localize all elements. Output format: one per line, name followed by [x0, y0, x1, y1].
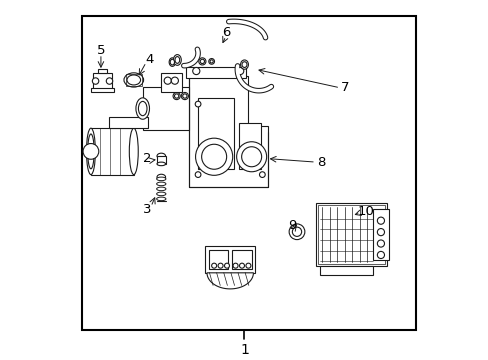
Ellipse shape — [129, 128, 138, 175]
Bar — [93, 73, 112, 89]
Bar — [319, 266, 372, 275]
Ellipse shape — [86, 128, 95, 175]
Bar — [185, 67, 245, 78]
Circle shape — [218, 263, 223, 268]
Bar — [160, 73, 182, 93]
Text: 1: 1 — [240, 343, 248, 357]
Bar — [82, 16, 415, 330]
Ellipse shape — [173, 93, 180, 100]
Text: 9: 9 — [288, 219, 296, 232]
Circle shape — [195, 101, 201, 107]
Bar — [91, 128, 134, 175]
Circle shape — [171, 77, 178, 84]
Circle shape — [288, 224, 304, 240]
Ellipse shape — [156, 177, 165, 181]
Circle shape — [224, 263, 229, 268]
Text: 2: 2 — [143, 152, 151, 165]
Circle shape — [192, 67, 200, 75]
Circle shape — [241, 147, 261, 167]
Bar — [157, 156, 165, 164]
Ellipse shape — [156, 192, 165, 196]
Circle shape — [236, 67, 244, 75]
Polygon shape — [189, 76, 267, 187]
Ellipse shape — [242, 62, 246, 67]
Circle shape — [164, 77, 171, 84]
Ellipse shape — [127, 75, 140, 85]
Bar — [91, 88, 114, 92]
Circle shape — [233, 263, 238, 268]
Circle shape — [92, 78, 99, 84]
Ellipse shape — [199, 58, 205, 65]
Text: 5: 5 — [97, 44, 105, 57]
Ellipse shape — [157, 174, 165, 180]
Circle shape — [292, 227, 301, 237]
Ellipse shape — [174, 94, 179, 98]
Bar — [198, 98, 233, 169]
Ellipse shape — [157, 153, 165, 159]
Ellipse shape — [136, 98, 149, 119]
Polygon shape — [206, 273, 253, 289]
Circle shape — [377, 229, 384, 236]
Circle shape — [195, 138, 232, 175]
Ellipse shape — [169, 58, 175, 66]
Bar — [98, 68, 107, 73]
Ellipse shape — [87, 134, 94, 169]
Circle shape — [236, 142, 266, 172]
Ellipse shape — [208, 59, 214, 64]
Circle shape — [259, 172, 264, 177]
Circle shape — [83, 144, 99, 159]
Bar — [231, 249, 251, 269]
Circle shape — [377, 217, 384, 224]
Bar — [239, 123, 260, 169]
Bar — [317, 205, 385, 264]
Text: 7: 7 — [341, 81, 349, 94]
Ellipse shape — [175, 57, 179, 63]
Bar — [108, 117, 148, 128]
Circle shape — [201, 144, 226, 169]
Bar — [372, 208, 388, 260]
Ellipse shape — [156, 187, 165, 191]
Ellipse shape — [123, 73, 143, 87]
Circle shape — [377, 251, 384, 258]
Bar — [205, 246, 255, 273]
Ellipse shape — [157, 162, 165, 166]
Text: 4: 4 — [144, 53, 153, 66]
Circle shape — [211, 263, 216, 268]
Ellipse shape — [156, 197, 165, 201]
Circle shape — [106, 78, 112, 84]
Bar — [315, 203, 386, 266]
Bar — [208, 249, 228, 269]
Circle shape — [377, 240, 384, 247]
Circle shape — [195, 172, 201, 177]
Ellipse shape — [138, 102, 147, 116]
Ellipse shape — [173, 55, 181, 65]
Ellipse shape — [200, 59, 204, 63]
Circle shape — [245, 263, 250, 268]
Text: 6: 6 — [221, 26, 230, 39]
Ellipse shape — [240, 60, 248, 69]
Ellipse shape — [210, 60, 213, 63]
Ellipse shape — [181, 93, 188, 100]
Text: 8: 8 — [316, 156, 325, 168]
Text: 3: 3 — [143, 203, 151, 216]
Ellipse shape — [170, 59, 174, 65]
Bar — [125, 74, 142, 86]
Text: 10: 10 — [357, 205, 374, 218]
Circle shape — [239, 263, 244, 268]
Bar — [142, 87, 189, 130]
Ellipse shape — [156, 182, 165, 186]
Ellipse shape — [183, 94, 186, 98]
